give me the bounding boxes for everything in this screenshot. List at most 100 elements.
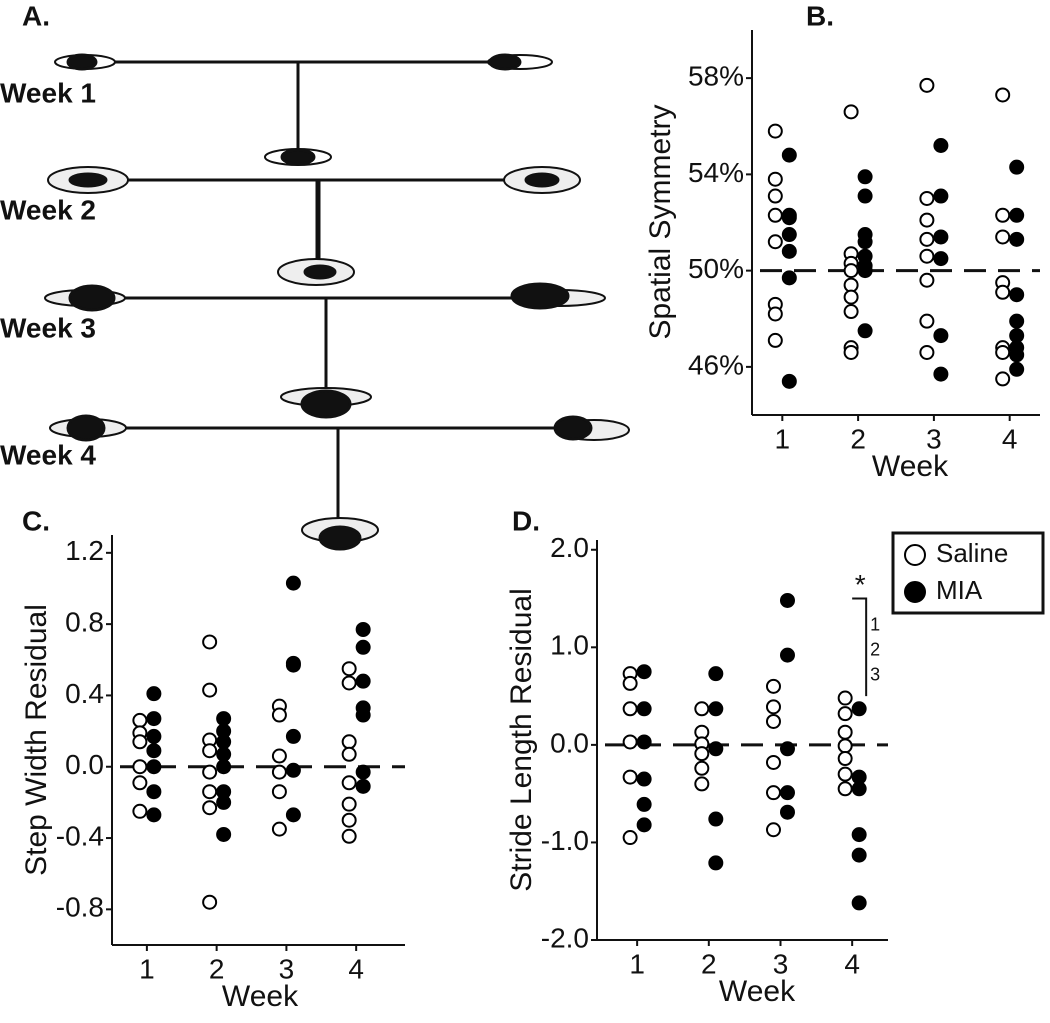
data-point	[341, 746, 357, 762]
data-point	[146, 728, 162, 744]
data-point	[146, 743, 162, 759]
data-point	[767, 332, 783, 348]
data-point	[202, 784, 218, 800]
data-point	[146, 686, 162, 702]
annotation: 3	[870, 664, 880, 684]
data-point	[708, 811, 724, 827]
data-point	[857, 323, 873, 339]
data-point	[132, 759, 148, 775]
data-point	[919, 231, 935, 247]
data-point	[851, 895, 867, 911]
data-point	[765, 699, 781, 715]
annotation: *	[855, 569, 866, 600]
y-tick-label: 0.0	[65, 749, 104, 780]
panel-a	[44, 53, 630, 551]
data-point	[622, 769, 638, 785]
x-tick-label: 1	[139, 953, 155, 984]
y-tick-label: 0.0	[550, 727, 589, 758]
data-point	[995, 371, 1011, 387]
data-point	[779, 785, 795, 801]
y-tick-label: 54%	[688, 157, 744, 188]
x-tick-label: 4	[1002, 423, 1018, 454]
data-point	[781, 147, 797, 163]
legend-marker	[904, 581, 926, 603]
data-point	[216, 746, 232, 762]
data-point	[995, 87, 1011, 103]
data-point	[341, 661, 357, 677]
y-tick-label: 46%	[688, 349, 744, 380]
data-point	[622, 830, 638, 846]
data-point	[355, 621, 371, 637]
data-point	[355, 764, 371, 780]
data-point	[781, 243, 797, 259]
data-point	[694, 776, 710, 792]
data-point	[919, 313, 935, 329]
data-point	[132, 775, 148, 791]
data-point	[851, 847, 867, 863]
data-point	[837, 751, 853, 767]
data-point	[843, 304, 859, 320]
data-point	[919, 212, 935, 228]
y-tick-label: 50%	[688, 253, 744, 284]
data-point	[341, 828, 357, 844]
data-point	[765, 754, 781, 770]
annotation: 2	[870, 639, 880, 659]
legend-label: Saline	[936, 538, 1008, 568]
y-tick-label: 1.0	[550, 630, 589, 661]
data-point	[837, 738, 853, 754]
data-point	[341, 775, 357, 791]
x-tick-label: 3	[279, 953, 295, 984]
data-point	[216, 794, 232, 810]
data-point	[781, 210, 797, 226]
y-tick-label: -0.4	[56, 820, 104, 851]
data-point	[1009, 347, 1025, 363]
data-point	[146, 759, 162, 775]
data-point	[285, 728, 301, 744]
data-point	[285, 575, 301, 591]
data-point	[132, 734, 148, 750]
panel-label: D.	[512, 505, 540, 536]
data-point	[271, 821, 287, 837]
data-point	[781, 373, 797, 389]
data-point	[1009, 287, 1025, 303]
x-tick-label: 3	[926, 423, 942, 454]
data-point	[765, 713, 781, 729]
data-point	[622, 734, 638, 750]
data-point	[995, 207, 1011, 223]
data-point	[708, 666, 724, 682]
x-tick-label: 4	[844, 948, 860, 979]
week-label: Week 3	[0, 312, 96, 343]
data-point	[636, 701, 652, 717]
data-point	[765, 678, 781, 694]
data-point	[933, 229, 949, 245]
data-point	[708, 855, 724, 871]
data-point	[216, 734, 232, 750]
data-point	[1009, 207, 1025, 223]
data-point	[146, 784, 162, 800]
data-point	[216, 826, 232, 842]
data-point	[933, 251, 949, 267]
data-point	[837, 690, 853, 706]
data-point	[636, 796, 652, 812]
data-point	[636, 771, 652, 787]
data-point	[933, 328, 949, 344]
y-axis-label: Stride Length Residual	[505, 588, 538, 892]
data-point	[767, 234, 783, 250]
data-point	[285, 807, 301, 823]
y-tick-label: -1.0	[541, 825, 589, 856]
data-point	[1009, 159, 1025, 175]
data-point	[271, 784, 287, 800]
data-point	[843, 104, 859, 120]
data-point	[341, 796, 357, 812]
data-point	[995, 284, 1011, 300]
data-point	[843, 263, 859, 279]
legend-label: MIA	[936, 575, 983, 605]
data-point	[837, 781, 853, 797]
data-point	[781, 270, 797, 286]
y-tick-label: -0.8	[56, 892, 104, 923]
data-point	[285, 762, 301, 778]
data-point	[694, 701, 710, 717]
data-point	[857, 263, 873, 279]
data-point	[132, 803, 148, 819]
data-point	[779, 741, 795, 757]
